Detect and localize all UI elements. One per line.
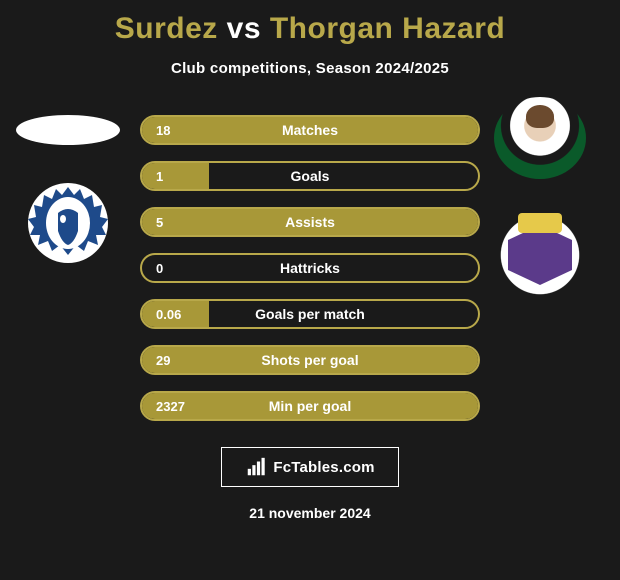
stat-row: 0Hattricks [140, 253, 480, 283]
title-vs: vs [227, 12, 261, 45]
stat-label: Min per goal [212, 398, 478, 414]
stat-label: Goals per match [212, 306, 478, 322]
stat-value: 0.06 [142, 307, 212, 322]
content-area: 18Matches1Goals5Assists0Hattricks0.06Goa… [0, 115, 620, 435]
stats-list: 18Matches1Goals5Assists0Hattricks0.06Goa… [140, 115, 480, 421]
watermark: FcTables.com [221, 447, 399, 487]
stat-row: 2327Min per goal [140, 391, 480, 421]
stat-label: Goals [212, 168, 478, 184]
stat-row: 18Matches [140, 115, 480, 145]
comparison-title: Surdez vs Thorgan Hazard [0, 0, 620, 46]
stat-row: 1Goals [140, 161, 480, 191]
player-2-name: Thorgan Hazard [270, 12, 505, 45]
subtitle: Club competitions, Season 2024/2025 [0, 60, 620, 77]
stat-label: Matches [212, 122, 478, 138]
stat-row: 29Shots per goal [140, 345, 480, 375]
right-column [480, 115, 600, 305]
stat-label: Shots per goal [212, 352, 478, 368]
stat-label: Hattricks [212, 260, 478, 276]
stat-row: 5Assists [140, 207, 480, 237]
stat-value: 18 [142, 123, 212, 138]
stat-value: 2327 [142, 399, 212, 414]
player-1-name: Surdez [115, 12, 218, 45]
club-2-logo [490, 205, 590, 305]
watermark-text: FcTables.com [273, 459, 374, 476]
stat-value: 29 [142, 353, 212, 368]
player-1-photo [16, 115, 120, 145]
club-1-logo [18, 175, 118, 265]
player-2-photo [494, 97, 586, 179]
stat-value: 0 [142, 261, 212, 276]
left-column [8, 115, 128, 265]
indian-head-icon [18, 175, 118, 265]
stat-label: Assists [212, 214, 478, 230]
date-label: 21 november 2024 [0, 505, 620, 521]
stat-value: 5 [142, 215, 212, 230]
stat-row: 0.06Goals per match [140, 299, 480, 329]
stat-value: 1 [142, 169, 212, 184]
bar-chart-icon [245, 456, 267, 478]
